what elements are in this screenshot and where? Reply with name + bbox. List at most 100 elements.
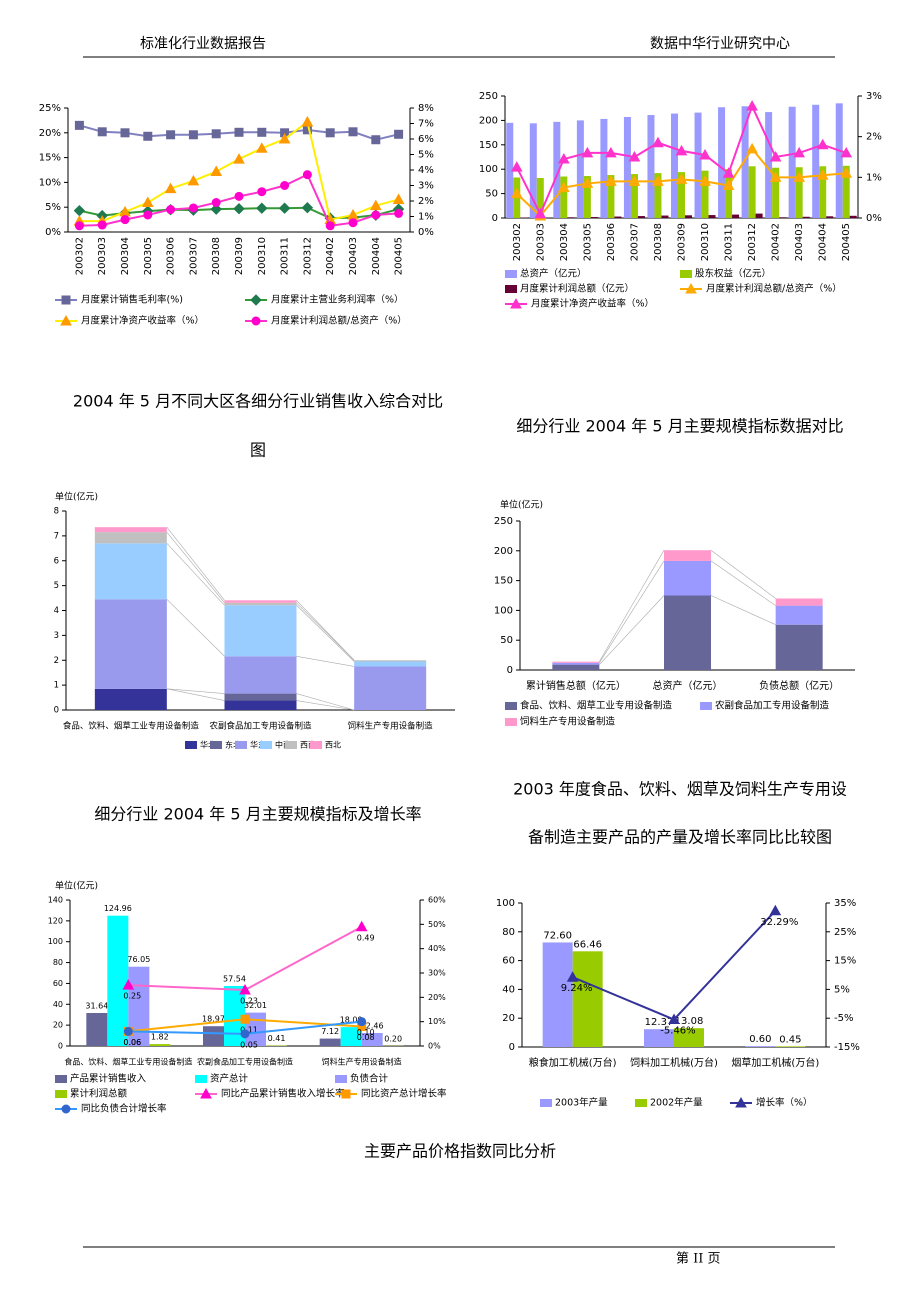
marker <box>325 128 335 138</box>
x-tick-label: 饲料生产专用设备制造 <box>348 721 434 732</box>
y2-tick-label: 10% <box>428 1017 446 1026</box>
marker <box>534 207 547 219</box>
legend-label: 产品累计销售收入 <box>70 1073 147 1085</box>
y-tick-label: 8 <box>54 507 59 517</box>
header-right: 数据中华行业研究中心 <box>650 36 790 52</box>
marker <box>581 146 594 158</box>
bar <box>506 122 514 218</box>
x-tick-label: 200308 <box>653 223 664 261</box>
marker <box>652 136 664 148</box>
bar <box>572 951 603 1047</box>
x-tick-label: 负债总额（亿元） <box>759 679 839 692</box>
legend-label: 东北 <box>225 740 241 750</box>
x-tick-label: 200405 <box>841 223 852 261</box>
bar <box>340 1027 362 1046</box>
legend-swatch <box>335 1075 347 1083</box>
y-tick-label: 60 <box>53 979 63 988</box>
y-tick-label: 20 <box>53 1021 63 1030</box>
marker <box>240 1029 250 1039</box>
connector <box>599 560 665 664</box>
data-label: 18.97 <box>202 1015 225 1024</box>
y-axis-unit: 单位(亿元) <box>55 491 98 503</box>
marker <box>141 196 154 208</box>
y-tick-label: 20 <box>502 1013 515 1024</box>
bar <box>583 176 591 218</box>
y-tick-label: 60 <box>502 956 515 967</box>
marker <box>123 1026 133 1036</box>
connector <box>166 599 225 657</box>
legend-label: 西南 <box>300 740 316 750</box>
data-label: 12.37 <box>645 1017 674 1028</box>
legend-label: 同比产品累计销售收入增长率 <box>221 1088 345 1100</box>
marker <box>74 120 84 130</box>
y2-tick-label: 60% <box>428 896 446 905</box>
legend-swatch <box>185 741 197 749</box>
x-tick-label: 200311 <box>280 237 291 275</box>
bar <box>630 174 638 218</box>
bar <box>802 216 810 218</box>
x-tick-label: 200307 <box>629 223 640 261</box>
bar-segment <box>552 662 600 665</box>
data-label: 0.60 <box>749 1034 771 1045</box>
bar <box>637 216 645 218</box>
y2-tick-label: 40% <box>428 944 446 953</box>
connector <box>710 560 776 606</box>
marker <box>122 979 135 990</box>
marker <box>325 221 335 231</box>
y-tick-label: 100 <box>48 937 63 946</box>
connector <box>296 600 355 661</box>
bar <box>795 167 803 218</box>
connector <box>166 543 225 606</box>
marker <box>816 138 829 150</box>
y2-tick-label: 8% <box>418 103 434 114</box>
bar <box>567 217 575 218</box>
y-tick-label: 40 <box>53 1000 63 1009</box>
legend-marker <box>735 1096 747 1108</box>
x-tick-label: 200306 <box>606 223 617 261</box>
x-tick-label: 200304 <box>559 223 570 261</box>
bar <box>319 1038 341 1046</box>
marker <box>211 198 221 208</box>
y-tick-label: 20% <box>39 128 61 139</box>
bar <box>647 115 655 218</box>
marker <box>255 142 268 153</box>
bar <box>678 172 685 218</box>
bar-segment <box>224 602 297 606</box>
x-tick-label: 200304 <box>120 237 131 275</box>
data-label: -5.46% <box>660 1026 695 1037</box>
marker <box>210 165 223 177</box>
legend-swatch <box>505 718 517 726</box>
bar <box>600 118 608 218</box>
y-tick-label: 40 <box>502 984 515 995</box>
x-tick-label: 农副食品加工专用设备制造 <box>197 1057 293 1067</box>
legend-swatch <box>540 1099 552 1107</box>
y-tick-label: 50 <box>485 189 498 200</box>
x-tick-label: 累计销售总额（亿元） <box>526 679 626 692</box>
data-label: 12.46 <box>361 1022 384 1031</box>
y-tick-label: 150 <box>479 140 498 151</box>
connector <box>166 688 225 694</box>
marker <box>257 127 267 137</box>
data-label: 66.46 <box>573 939 602 950</box>
data-label: 0.06 <box>123 1038 141 1047</box>
y-tick-label: 250 <box>479 91 498 102</box>
bar <box>748 166 756 218</box>
bar <box>361 1033 383 1046</box>
y-tick-label: 100 <box>496 898 515 909</box>
marker <box>605 146 617 158</box>
data-label: 124.96 <box>104 904 132 913</box>
bar <box>842 165 850 218</box>
y2-tick-label: 5% <box>418 150 434 161</box>
y2-tick-label: 3% <box>866 91 882 102</box>
marker <box>746 142 758 154</box>
marker <box>301 115 314 127</box>
y2-tick-label: 50% <box>428 920 446 929</box>
bar-segment <box>354 660 427 662</box>
legend-label: 华东 <box>250 740 266 750</box>
marker <box>699 175 711 186</box>
y2-tick-label: 1% <box>866 172 882 183</box>
marker <box>164 182 177 194</box>
x-tick-label: 烟草加工机械(万台) <box>731 1056 819 1069</box>
data-label: 13.08 <box>675 1016 704 1027</box>
